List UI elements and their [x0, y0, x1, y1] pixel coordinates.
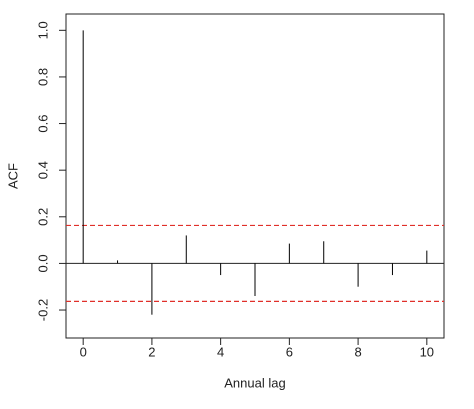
y-axis-label: ACF — [5, 163, 20, 189]
x-tick-label: 0 — [80, 344, 87, 359]
y-tick-label: 0.6 — [35, 115, 50, 133]
x-tick-label: 10 — [420, 344, 434, 359]
x-tick-label: 2 — [148, 344, 155, 359]
x-tick-label: 4 — [217, 344, 224, 359]
y-tick-label: -0.2 — [35, 299, 50, 321]
y-tick-label: 0.4 — [35, 161, 50, 179]
x-tick-label: 8 — [354, 344, 361, 359]
plot-frame — [65, 13, 445, 339]
x-tick-label: 6 — [286, 344, 293, 359]
y-tick-label: 1.0 — [35, 21, 50, 39]
y-tick-label: 0.2 — [35, 208, 50, 226]
y-tick-label: 0.0 — [35, 254, 50, 272]
x-axis-label: Annual lag — [224, 375, 285, 390]
y-tick-label: 0.8 — [35, 68, 50, 86]
